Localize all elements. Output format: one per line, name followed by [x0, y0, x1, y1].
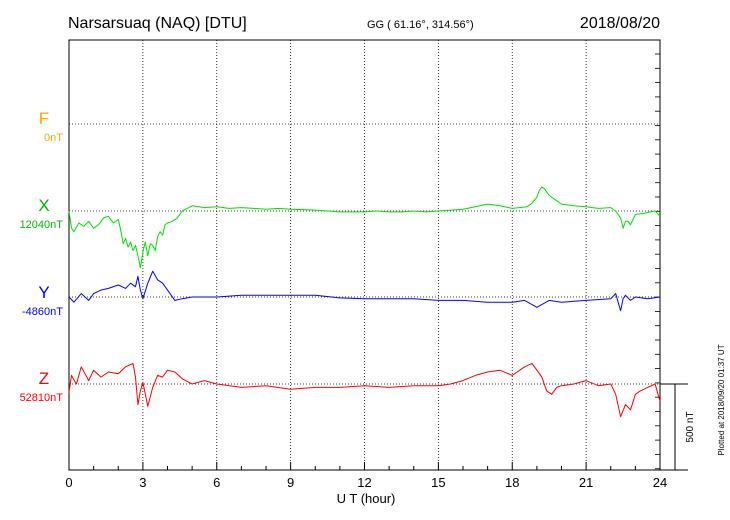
series-line-Y	[68, 270, 661, 312]
label-F: F	[39, 109, 49, 128]
series-layer	[68, 186, 661, 418]
grid-layer	[69, 40, 660, 470]
station-title: Narsarsuaq (NAQ) [DTU]	[68, 15, 247, 32]
label-Z: Z	[39, 369, 49, 388]
x-tick-label: 21	[579, 475, 593, 490]
label-Y: Y	[38, 283, 49, 302]
x-tick-label: 15	[431, 475, 445, 490]
plotted-at-note: Plotted at 2018/09/20 01:37 UT	[717, 344, 726, 455]
x-tick-label: 18	[505, 475, 519, 490]
date-label: 2018/08/20	[580, 15, 660, 32]
baseline-Y: -4860nT	[22, 306, 63, 318]
scale-bar	[660, 383, 688, 471]
series-line-X	[68, 186, 661, 269]
plot-frame	[68, 39, 661, 471]
series-line-Z	[68, 362, 661, 418]
baseline-X: 12040nT	[20, 219, 64, 231]
x-tick-label: 12	[357, 475, 371, 490]
x-tick-label: 0	[65, 475, 72, 490]
baseline-F: 0nT	[44, 132, 63, 144]
x-tick-label: 6	[213, 475, 220, 490]
scale-bar-label: 500 nT	[685, 411, 696, 442]
x-tick-label: 24	[653, 475, 667, 490]
x-tick-label: 3	[139, 475, 146, 490]
x-axis-title: U T (hour)	[337, 491, 396, 506]
label-X: X	[38, 196, 49, 215]
x-tick-label: 9	[287, 475, 294, 490]
geo-coordinates: GG ( 61.16°, 314.56°)	[367, 19, 474, 31]
baseline-Z: 52810nT	[20, 392, 64, 404]
x-axis: 0 3 6 9 12 15 18 21 24	[65, 462, 667, 490]
